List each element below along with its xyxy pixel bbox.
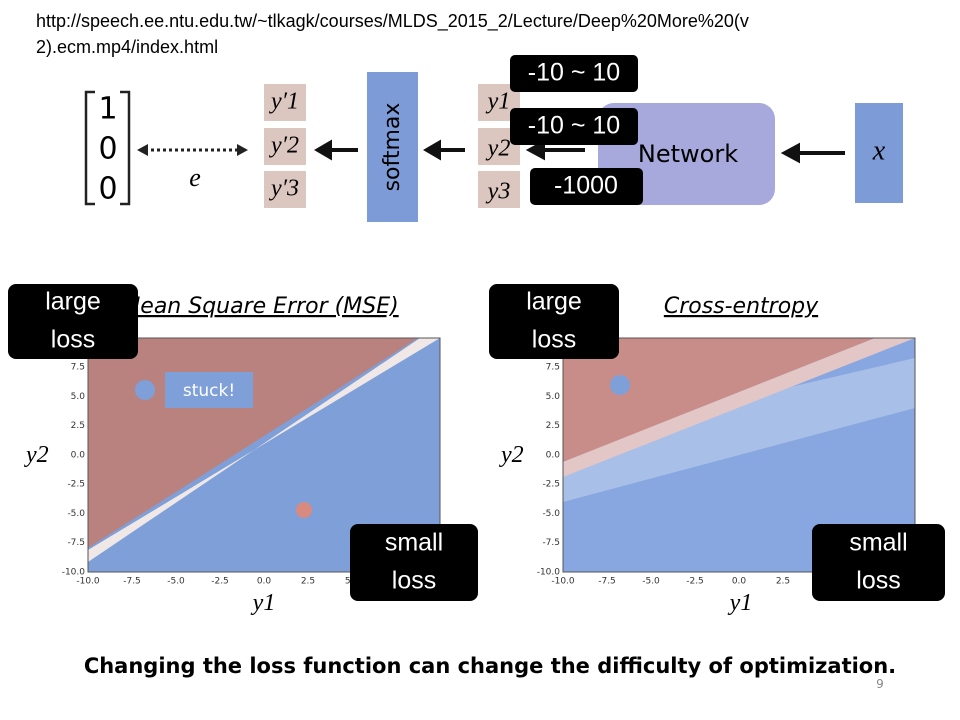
callout-box — [489, 284, 619, 359]
y-tick-label: 7.5 — [71, 363, 85, 373]
softmax-box — [367, 72, 418, 222]
y-label: y2 — [24, 442, 49, 468]
y-tick-label: -2.5 — [67, 480, 85, 490]
callout: large — [45, 288, 101, 316]
x-tick-label: -7.5 — [123, 577, 141, 587]
x-label: y1 — [728, 590, 753, 616]
output-box — [264, 128, 306, 165]
x-tick-label: 2.5 — [301, 577, 315, 587]
plot-title: Cross-entropy — [664, 294, 819, 319]
callout: loss — [532, 326, 576, 354]
error-label: e — [189, 163, 201, 192]
input-box — [855, 103, 903, 203]
network-outputs: y1 y2 y3 — [478, 84, 520, 208]
output-label: y′1 — [269, 89, 299, 115]
arrow — [780, 142, 845, 164]
output-box — [264, 171, 306, 208]
softmax-label: softmax — [380, 103, 405, 192]
url: http://speech.ee.ntu.edu.tw/~tlkagk/cour… — [36, 11, 749, 32]
x-tick-label: -2.5 — [211, 577, 229, 587]
note-box — [165, 372, 253, 408]
x-tick-label: -2.5 — [686, 577, 704, 587]
arrow — [314, 139, 358, 161]
url: 2).ecm.mp4/index.html — [36, 37, 218, 57]
y-tick-label: -10.0 — [537, 568, 561, 578]
frame — [562, 337, 916, 573]
y-tick-label: -5.0 — [542, 509, 560, 519]
output-label: y3 — [486, 179, 511, 205]
y-tick-label: 5.0 — [71, 392, 86, 402]
x-tick-label: -7.5 — [598, 577, 616, 587]
arrow — [525, 139, 585, 161]
y-tick-label: -5.0 — [67, 509, 85, 519]
output-label: y2 — [486, 136, 511, 162]
arrow — [423, 139, 465, 161]
callout-box — [350, 524, 478, 601]
annotation-box — [510, 108, 638, 145]
y-tick-label: -10.0 — [62, 568, 86, 578]
page-number: 9 — [876, 677, 884, 691]
target: 1 — [98, 92, 117, 127]
annotation: -1000 — [554, 172, 618, 200]
callout: small — [385, 529, 443, 557]
callout: large — [526, 288, 582, 316]
output-label: y′2 — [269, 133, 299, 159]
point — [610, 375, 630, 395]
y-tick-label: -7.5 — [67, 538, 85, 548]
input-label: x — [872, 135, 886, 166]
network-label: Network — [638, 140, 738, 168]
callout: loss — [392, 567, 436, 595]
softmax-outputs: y′1 y′2 y′3 — [264, 84, 306, 208]
callout: loss — [51, 326, 95, 354]
y-tick-label: 2.5 — [546, 421, 560, 431]
point — [135, 380, 155, 400]
x-tick-label: 0.0 — [257, 577, 272, 587]
output-label: y1 — [486, 89, 511, 115]
y-label: y2 — [499, 442, 524, 468]
y-tick-label: 0.0 — [71, 450, 86, 460]
output-label: y′3 — [269, 176, 299, 202]
target: 0 — [98, 132, 117, 167]
x-tick-label: -5.0 — [642, 577, 660, 587]
callout-box — [8, 284, 138, 359]
annotation: -10 ~ 10 — [528, 112, 620, 140]
note: stuck! — [183, 381, 235, 401]
x-label: y1 — [251, 590, 276, 616]
y-tick-label: 0.0 — [546, 450, 561, 460]
annotation-box — [530, 168, 643, 205]
annotation: -10 ~ 10 — [528, 59, 620, 87]
point — [296, 502, 312, 518]
frame — [87, 337, 441, 573]
x-tick-label: -10.0 — [76, 577, 100, 587]
caption: Changing the loss function can change th… — [84, 654, 896, 678]
output-box — [478, 171, 520, 208]
callout: loss — [856, 567, 900, 595]
y-tick-label: 7.5 — [546, 363, 560, 373]
region-mid — [563, 338, 915, 477]
target: 0 — [98, 172, 117, 207]
plot: stuck!-10.0-7.5-5.0-2.50.02.55.07.510.07… — [8, 284, 478, 616]
y-tick-label: -2.5 — [542, 480, 560, 490]
output-box — [264, 84, 306, 121]
plots: stuck!-10.0-7.5-5.0-2.50.02.55.07.510.07… — [8, 284, 945, 616]
callout: small — [849, 529, 907, 557]
bracket — [84, 90, 131, 206]
x-tick-label: -5.0 — [167, 577, 185, 587]
x-tick-label: -10.0 — [551, 577, 575, 587]
annotation-box — [510, 55, 638, 92]
x-tick-label: 0.0 — [732, 577, 747, 587]
plot: -10.0-7.5-5.0-2.50.02.55.07.510.07.55.02… — [489, 284, 945, 616]
y-tick-label: 2.5 — [71, 421, 85, 431]
callout-box — [812, 524, 945, 601]
band — [563, 358, 915, 502]
plot-title: Mean Square Error (MSE) — [121, 294, 398, 319]
y-tick-label: -7.5 — [542, 538, 560, 548]
y-tick-label: 5.0 — [546, 392, 561, 402]
x-tick-label: 2.5 — [776, 577, 790, 587]
